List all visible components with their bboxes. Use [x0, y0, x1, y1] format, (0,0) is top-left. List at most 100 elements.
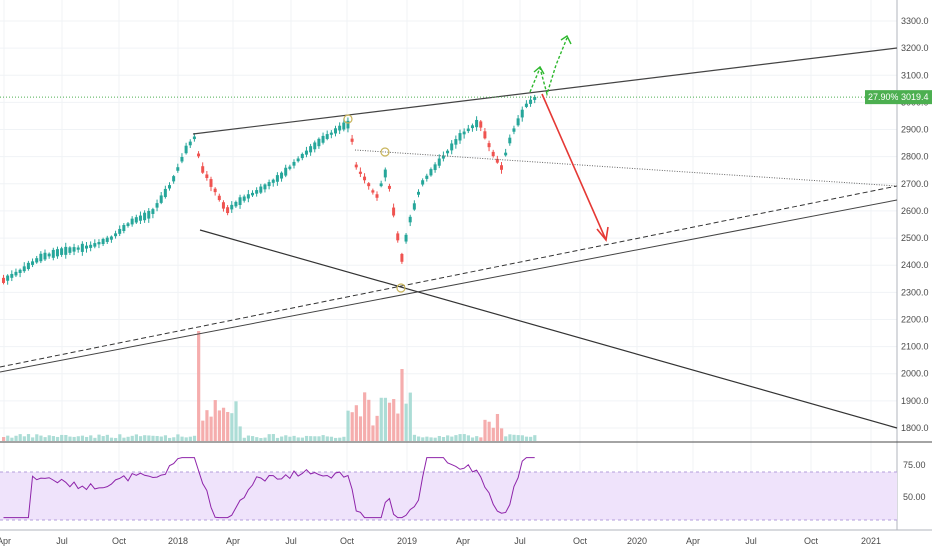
candle [363, 176, 367, 181]
candle [255, 190, 259, 194]
time-tick-label: Apr [686, 536, 700, 546]
candle [97, 242, 101, 245]
candle [155, 203, 159, 208]
candle [437, 158, 441, 166]
volume-bar [205, 410, 209, 441]
candle [35, 258, 39, 263]
candle [130, 218, 134, 225]
candle [76, 247, 80, 250]
volume-bar [296, 437, 300, 441]
price-tick-label: 2300.0 [901, 287, 929, 297]
candle [147, 210, 151, 219]
candle [93, 243, 97, 247]
volume-bar [39, 435, 43, 441]
volume-bar [122, 437, 126, 441]
candle [14, 271, 18, 276]
volume-bar [197, 331, 201, 441]
volume-bar [130, 435, 134, 441]
candle [313, 142, 317, 150]
rsi-tick-label: 50.00 [903, 492, 926, 502]
candle [533, 96, 537, 100]
volume-bar [280, 436, 284, 441]
volume-bar [64, 435, 68, 441]
price-tick-label: 3300.0 [901, 16, 929, 26]
candle [280, 172, 284, 179]
candle [168, 185, 171, 189]
pivot-marker [396, 283, 406, 293]
volume-bar [292, 435, 296, 441]
time-tick-label: Jul [285, 536, 297, 546]
volume-bar [226, 411, 230, 441]
volume-bar [520, 435, 524, 441]
volume-bar [105, 434, 109, 441]
candle [412, 203, 416, 210]
dashed-trendline [0, 185, 898, 368]
volume-bar [151, 435, 155, 441]
bearish-arrow-head [596, 226, 609, 242]
candle [221, 202, 225, 209]
bullish-arrow-head [533, 65, 545, 75]
volume-bar [495, 413, 500, 441]
volume-bar [400, 369, 404, 441]
volume-bar [446, 435, 450, 441]
volume-bar [313, 436, 317, 441]
volume-bar [72, 436, 76, 441]
volume-bar [118, 434, 122, 441]
candle [392, 207, 396, 216]
candle [138, 215, 142, 221]
candle [383, 169, 387, 178]
volume-bar [524, 436, 529, 441]
candle [246, 194, 250, 199]
volume-bar [188, 436, 192, 441]
time-tick-label: 2018 [168, 536, 188, 546]
candle [39, 253, 43, 262]
candle [43, 252, 47, 260]
volume-bar [47, 435, 51, 441]
volume-bar [22, 436, 26, 441]
candle [26, 262, 30, 270]
candle [105, 237, 109, 242]
candle [458, 133, 462, 141]
candle [421, 180, 425, 185]
volume-bar [147, 435, 151, 441]
candle [454, 139, 458, 145]
candle [288, 166, 292, 169]
time-tick-label: Oct [340, 536, 355, 546]
candle [176, 167, 180, 171]
rsi-line [3, 457, 535, 519]
volume-bar [387, 402, 392, 441]
volume-bar [284, 435, 288, 441]
candle [358, 171, 362, 174]
time-tick-label: 2019 [397, 536, 417, 546]
bullish-arrow-head [560, 34, 572, 45]
candle [354, 164, 358, 168]
candle [284, 167, 288, 176]
volume-bar [89, 435, 93, 441]
price-tick-label: 2800.0 [901, 152, 929, 162]
candle [126, 223, 130, 226]
volume-bar [168, 437, 172, 441]
volume-bar [184, 437, 188, 441]
candle [251, 192, 254, 196]
candle [296, 158, 300, 162]
volume-bar [421, 437, 425, 441]
candle [300, 153, 304, 159]
volume-bar [487, 421, 491, 441]
volume-bar [85, 436, 89, 441]
volume-bar [80, 435, 85, 441]
candle [479, 121, 483, 128]
volume-bar [234, 401, 238, 441]
price-tick-label: 2100.0 [901, 342, 929, 352]
volume-bar [479, 437, 483, 441]
volume-bar [163, 435, 168, 441]
volume-bar [437, 435, 441, 441]
volume-bar [93, 437, 97, 441]
price-tick-label: 2400.0 [901, 260, 929, 270]
lower-descending-trendline [199, 229, 898, 429]
volume-bar [462, 434, 466, 441]
volume-bar [259, 437, 263, 441]
volume-bar [317, 436, 321, 441]
candle [72, 247, 76, 252]
volume-bar [367, 399, 371, 441]
